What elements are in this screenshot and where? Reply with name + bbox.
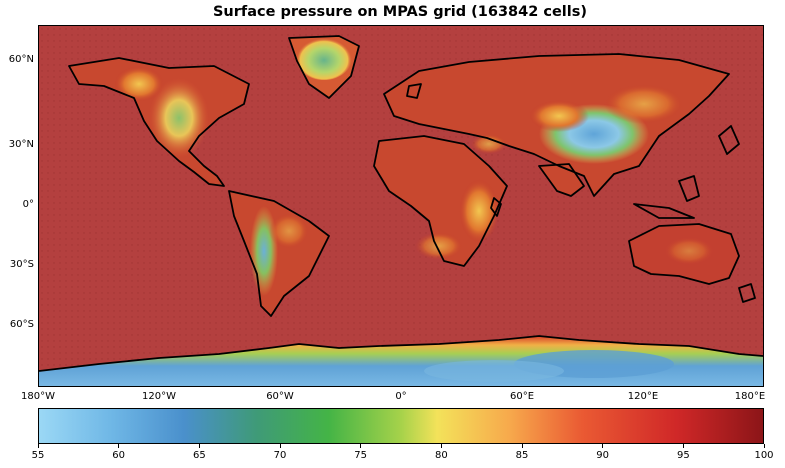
lon-label-0: 0° — [395, 391, 407, 402]
colorbar-tick-label: 55 — [31, 450, 45, 461]
colorbar-tick — [682, 444, 684, 448]
lon-label-120w: 120°W — [142, 391, 176, 402]
colorbar-tick-label: 60 — [112, 450, 126, 461]
lon-label-120e: 120°E — [627, 391, 659, 402]
lat-label-60n: 60°N — [8, 54, 34, 65]
coastlines — [39, 35, 763, 372]
colorbar-tick — [440, 444, 442, 448]
colorbar-tick — [521, 444, 523, 448]
lon-label-180e: 180°E — [734, 391, 766, 402]
colorbar-tick-label: 70 — [273, 450, 287, 461]
lon-label-180w: 180°W — [21, 391, 55, 402]
colorbar-tick-label: 90 — [596, 450, 610, 461]
map-title: Surface pressure on MPAS grid (163842 ce… — [212, 4, 587, 20]
land-pressure-field — [39, 36, 763, 386]
colorbar-tick-label: 95 — [676, 450, 690, 461]
colorbar-tick-label: 75 — [354, 450, 368, 461]
colorbar-tick — [279, 444, 281, 448]
lat-label-30s: 30°S — [9, 259, 34, 270]
colorbar — [38, 408, 764, 444]
colorbar-tick-label: 85 — [515, 450, 529, 461]
lat-label-60s: 60°S — [9, 319, 34, 330]
lon-label-60e: 60°E — [509, 391, 535, 402]
colorbar-tick — [37, 444, 39, 448]
lon-label-60w: 60°W — [266, 391, 294, 402]
colorbar-tick — [118, 444, 120, 448]
colorbar-tick — [763, 444, 765, 448]
lat-label-0: 0° — [22, 199, 34, 210]
lat-label-30n: 30°N — [8, 139, 34, 150]
world-map — [39, 26, 763, 386]
colorbar-tick-label: 65 — [192, 450, 206, 461]
colorbar-tick-label: 80 — [434, 450, 448, 461]
colorbar-tick — [602, 444, 604, 448]
colorbar-tick — [360, 444, 362, 448]
map-panel — [38, 25, 764, 387]
colorbar-tick — [198, 444, 200, 448]
colorbar-tick-label: 100 — [754, 450, 774, 461]
